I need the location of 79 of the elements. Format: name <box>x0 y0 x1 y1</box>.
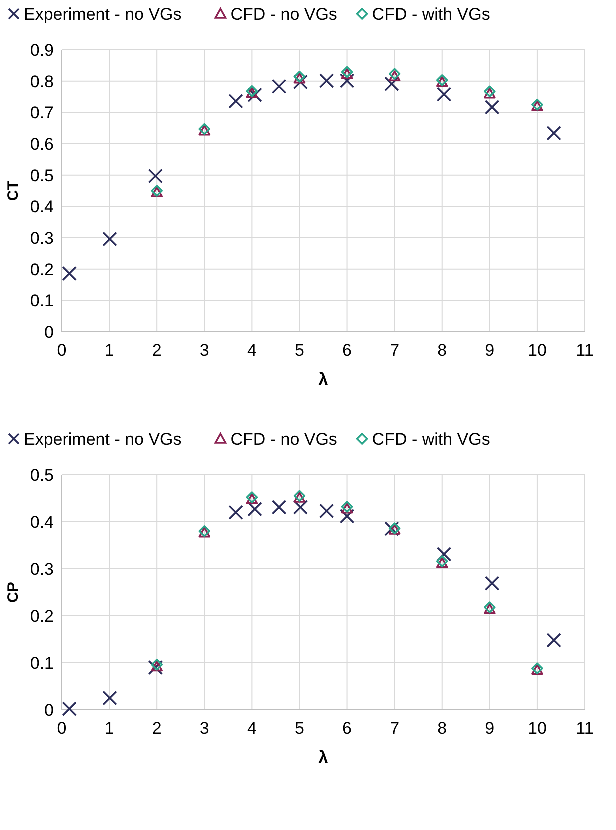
y-tick-label: 0.8 <box>30 72 54 92</box>
y-tick-label: 0 <box>44 701 54 720</box>
point <box>384 522 400 536</box>
point <box>62 266 78 282</box>
legend-label: Experiment - no VGs <box>24 5 182 24</box>
x-tick-label: 4 <box>247 341 257 360</box>
x-axis-title: λ <box>318 370 329 389</box>
legend-label: Experiment - no VGs <box>24 430 182 449</box>
point <box>248 502 262 517</box>
x-tick-label: 4 <box>247 719 257 738</box>
x-tick-label: 1 <box>104 719 114 738</box>
y-tick-label: 0.5 <box>30 166 54 186</box>
point <box>546 633 562 648</box>
x-tick-label: 2 <box>152 719 162 738</box>
x-tick-label: 6 <box>342 341 352 360</box>
x-tick-label: 7 <box>390 341 400 360</box>
y-tick-label: 0.2 <box>30 260 54 280</box>
y-tick-label: 0.3 <box>30 560 54 579</box>
point <box>102 690 118 706</box>
point <box>484 576 500 591</box>
point <box>484 100 500 115</box>
x-tick-label: 10 <box>528 341 547 360</box>
x-tick-label: 5 <box>294 341 304 360</box>
x-tick-label: 5 <box>294 719 304 738</box>
y-tick-label: 0.6 <box>30 135 54 154</box>
x-tick-label: 8 <box>438 719 448 738</box>
point <box>341 68 354 80</box>
x-tick-label: 10 <box>528 719 547 738</box>
x-tick-label: 8 <box>438 341 448 360</box>
point <box>148 168 164 184</box>
y-tick-label: 0.4 <box>30 513 54 532</box>
y-axis-title: CT <box>5 181 22 201</box>
y-tick-label: 0.7 <box>30 104 54 123</box>
y-tick-label: 0.1 <box>30 292 54 311</box>
point <box>319 74 334 88</box>
y-tick-label: 0.9 <box>30 41 54 60</box>
point <box>340 74 355 88</box>
x-tick-label: 9 <box>485 341 495 360</box>
x-tick-label: 9 <box>485 719 495 738</box>
y-axis-title: CP <box>5 582 22 603</box>
point <box>228 505 244 520</box>
point <box>248 88 262 103</box>
legend-label: CFD - no VGs <box>230 5 338 24</box>
y-tick-label: 0.5 <box>30 466 54 485</box>
x-axis-title: λ <box>318 748 329 767</box>
point <box>228 94 244 109</box>
point <box>388 68 401 80</box>
x-tick-label: 11 <box>576 719 594 738</box>
point <box>319 504 334 519</box>
x-tick-label: 1 <box>104 341 114 360</box>
legend-label: CFD - with VGs <box>372 5 490 24</box>
point <box>293 74 308 90</box>
x-tick-label: 3 <box>200 719 210 738</box>
point <box>436 87 452 102</box>
point <box>293 500 308 515</box>
x-tick-label: 3 <box>200 341 210 360</box>
x-tick-label: 2 <box>152 341 162 360</box>
y-tick-label: 0.4 <box>30 198 54 217</box>
legend-label: CFD - with VGs <box>372 430 490 449</box>
point <box>272 79 287 94</box>
point <box>340 508 355 524</box>
x-tick-label: 6 <box>342 719 352 738</box>
point <box>388 70 401 82</box>
point <box>384 76 400 92</box>
y-tick-label: 0 <box>44 323 54 342</box>
point <box>272 500 287 515</box>
x-tick-label: 0 <box>57 341 67 360</box>
point <box>546 126 562 141</box>
point <box>148 660 164 676</box>
x-tick-label: 11 <box>576 341 594 360</box>
point <box>341 66 354 78</box>
y-tick-label: 0.1 <box>30 654 54 673</box>
x-tick-label: 0 <box>57 719 67 738</box>
legend-label: CFD - no VGs <box>230 430 338 449</box>
y-tick-label: 0.2 <box>30 607 54 626</box>
point <box>102 232 118 247</box>
y-tick-label: 0.3 <box>30 229 54 248</box>
x-tick-label: 7 <box>390 719 400 738</box>
point <box>62 702 78 716</box>
